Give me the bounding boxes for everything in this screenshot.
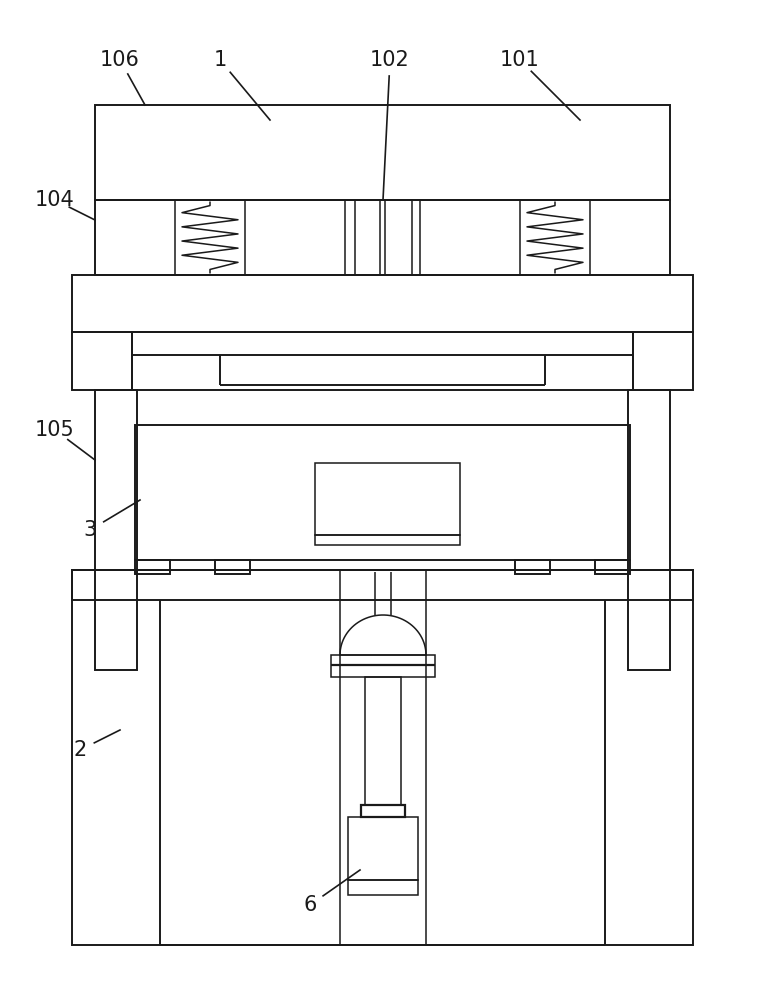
Bar bbox=[135, 425, 630, 560]
Bar bbox=[95, 200, 670, 275]
Text: 102: 102 bbox=[370, 50, 410, 70]
Bar bbox=[135, 560, 170, 574]
Bar bbox=[628, 390, 670, 670]
Bar bbox=[365, 677, 401, 805]
Bar bbox=[331, 655, 435, 677]
Text: 2: 2 bbox=[74, 740, 87, 760]
Bar bbox=[361, 805, 405, 817]
Text: 1: 1 bbox=[214, 50, 227, 70]
Bar bbox=[315, 535, 460, 545]
Bar bbox=[215, 560, 250, 574]
Bar bbox=[72, 570, 693, 945]
Bar bbox=[595, 560, 630, 574]
Text: 104: 104 bbox=[35, 190, 74, 210]
Bar bbox=[355, 200, 412, 275]
Bar bbox=[633, 332, 693, 390]
Bar bbox=[315, 463, 460, 535]
Text: 6: 6 bbox=[303, 895, 316, 915]
Bar bbox=[348, 817, 418, 880]
Bar bbox=[72, 570, 693, 600]
Text: 106: 106 bbox=[100, 50, 140, 70]
Bar bbox=[72, 275, 693, 332]
Bar bbox=[95, 105, 670, 200]
Bar bbox=[348, 880, 418, 895]
Text: 101: 101 bbox=[500, 50, 540, 70]
Bar bbox=[95, 390, 137, 670]
Text: 3: 3 bbox=[84, 520, 97, 540]
Bar bbox=[72, 332, 132, 390]
Bar bbox=[515, 560, 550, 574]
Text: 105: 105 bbox=[35, 420, 74, 440]
